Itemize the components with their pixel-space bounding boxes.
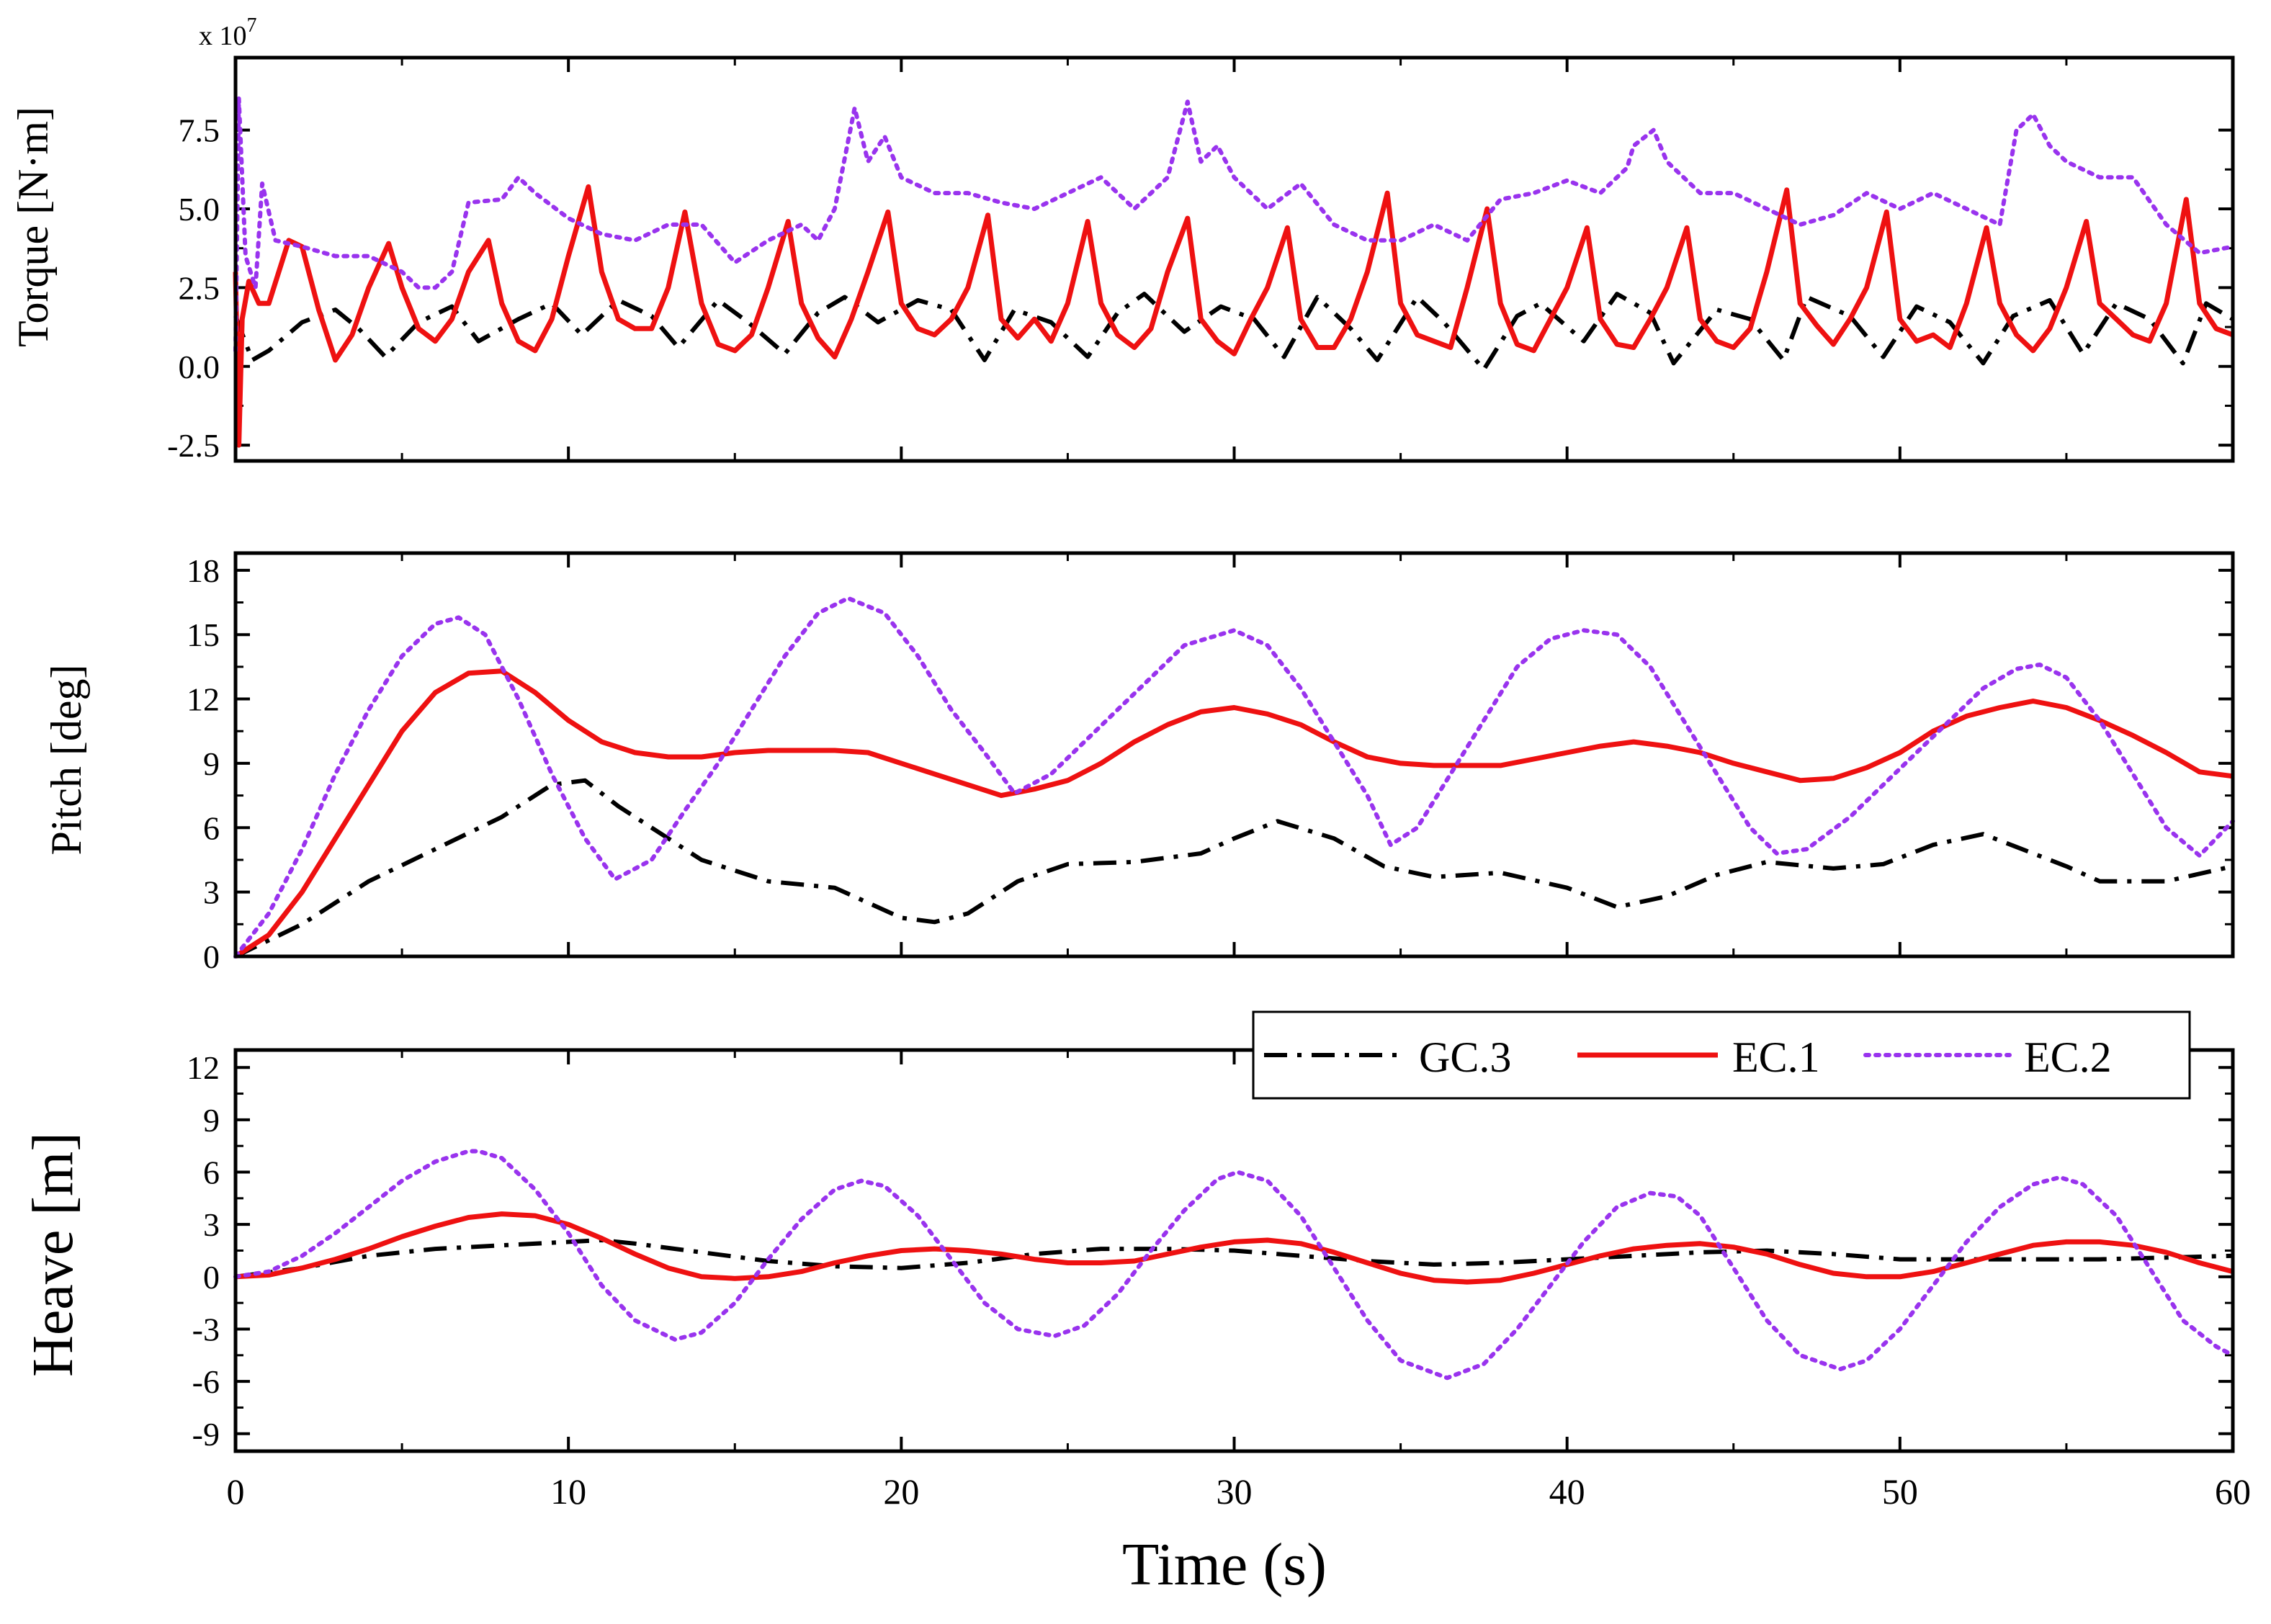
x-tick-labels: 0 10 20 30 40 50 60 <box>227 1471 2252 1512</box>
torque-y-tick-label: 7.5 <box>179 112 220 149</box>
torque-panel: -2.5 0.0 2.5 5.0 7.5 Torque [N·m] x 107 <box>9 14 2235 465</box>
heave-y-tick-label: 9 <box>203 1102 220 1139</box>
heave-y-tick-label: 0 <box>203 1259 220 1296</box>
heave-plot-frame <box>233 1048 2235 1453</box>
pitch-y-tick-label: 18 <box>187 552 220 589</box>
heave-y-tick-label: -9 <box>192 1416 220 1453</box>
heave-series-ec1 <box>235 1211 2234 1285</box>
legend: GC.3 EC.1 EC.2 <box>1252 1010 2191 1100</box>
x-tick-label: 10 <box>550 1471 586 1512</box>
torque-plot-frame <box>233 55 2235 463</box>
torque-ticks <box>234 58 2234 461</box>
x-axis-label: Time (s) <box>1122 1531 1327 1598</box>
heave-y-axis-label: Heave [m] <box>22 1132 85 1377</box>
torque-y-tick-labels: -2.5 0.0 2.5 5.0 7.5 <box>167 112 220 465</box>
pitch-y-tick-label: 6 <box>203 809 220 846</box>
heave-series <box>233 1149 2235 1381</box>
pitch-y-tick-label: 12 <box>187 681 220 718</box>
heave-y-tick-label: -6 <box>192 1363 220 1400</box>
torque-y-tick-label: 2.5 <box>179 269 220 306</box>
heave-y-tick-label: 6 <box>203 1154 220 1191</box>
x-tick-label: 60 <box>2215 1471 2251 1512</box>
heave-y-tick-label: 3 <box>203 1206 220 1243</box>
heave-y-tick-label: -3 <box>192 1311 220 1347</box>
pitch-series <box>233 596 2235 959</box>
heave-panel: -9 -6 -3 0 3 6 9 12 Heave [m] <box>22 1048 2235 1453</box>
torque-multiplier-exponent: 7 <box>247 14 257 37</box>
legend-label-gc3: GC.3 <box>1419 1033 1511 1081</box>
torque-y-tick-label: 5.0 <box>179 191 220 228</box>
x-tick-label: 40 <box>1549 1471 1585 1512</box>
pitch-series-gc3 <box>234 778 2234 959</box>
x-tick-label: 50 <box>1882 1471 1918 1512</box>
torque-y-axis-label: Torque [N·m] <box>9 107 57 347</box>
torque-multiplier: x 107 <box>199 14 257 51</box>
x-tick-label: 30 <box>1217 1471 1253 1512</box>
pitch-y-tick-label: 15 <box>187 616 220 653</box>
heave-y-tick-label: 12 <box>187 1049 220 1086</box>
pitch-y-tick-labels: 0 3 6 9 12 15 18 <box>187 552 220 975</box>
legend-label-ec1: EC.1 <box>1732 1033 1820 1081</box>
pitch-series-ec2 <box>233 596 2235 959</box>
legend-box <box>1252 1010 2191 1100</box>
pitch-plot-frame <box>233 551 2235 959</box>
heave-series-ec2 <box>233 1149 2235 1381</box>
pitch-y-tick-label: 9 <box>203 745 220 782</box>
pitch-panel: 0 3 6 9 12 15 18 Pitch [deg] <box>42 551 2235 975</box>
x-tick-label: 20 <box>883 1471 919 1512</box>
torque-series-ec1 <box>233 184 2234 448</box>
pitch-y-tick-label: 0 <box>203 938 220 975</box>
pitch-series-ec1 <box>234 668 2234 959</box>
torque-series <box>233 96 2235 448</box>
pitch-y-tick-label: 3 <box>203 874 220 911</box>
torque-series-ec2 <box>233 96 2235 353</box>
x-tick-label: 0 <box>227 1471 245 1512</box>
torque-y-tick-label: -2.5 <box>167 427 220 464</box>
legend-label-ec2: EC.2 <box>2024 1033 2112 1081</box>
torque-series-gc3 <box>233 292 2234 372</box>
pitch-y-axis-label: Pitch [deg] <box>42 665 90 856</box>
heave-y-tick-labels: -9 -6 -3 0 3 6 9 12 <box>187 1049 220 1453</box>
pitch-ticks <box>234 553 2234 958</box>
torque-y-tick-label: 0.0 <box>179 349 220 385</box>
